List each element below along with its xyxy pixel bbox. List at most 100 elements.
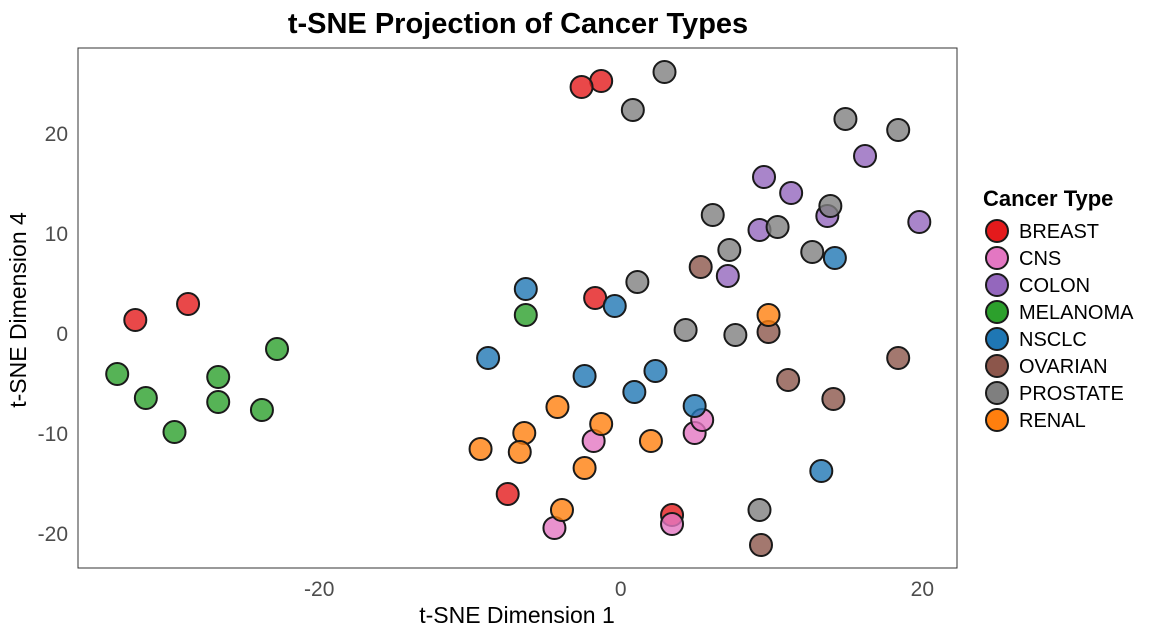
legend-key	[985, 381, 1009, 405]
data-point	[886, 118, 911, 142]
data-point	[572, 364, 597, 388]
y-tick-label: 10	[45, 223, 68, 246]
data-point	[622, 380, 647, 404]
data-point	[809, 459, 834, 483]
data-point	[162, 420, 187, 444]
legend-key	[985, 219, 1009, 243]
data-point	[652, 60, 677, 84]
legend-item-melanoma: MELANOMA	[985, 300, 1134, 324]
series-breast	[123, 69, 685, 527]
data-point	[643, 359, 668, 383]
data-point	[589, 412, 614, 436]
data-point	[589, 69, 614, 93]
data-point	[700, 203, 725, 227]
data-point	[495, 482, 520, 506]
data-point	[717, 238, 742, 262]
data-point	[747, 498, 772, 522]
series-melanoma	[105, 303, 538, 444]
x-axis-title: t-SNE Dimension 1	[419, 602, 615, 628]
legend-key	[985, 408, 1009, 432]
legend-item-renal: RENAL	[985, 408, 1086, 432]
data-point	[833, 107, 858, 131]
data-point	[752, 165, 777, 189]
y-axis-ticks: -20 -10 0 10 20	[38, 123, 68, 546]
legend-label: COLON	[1019, 275, 1090, 297]
data-point	[765, 215, 790, 239]
data-point	[748, 533, 773, 557]
legend-label: NSCLC	[1019, 329, 1087, 351]
series-renal	[468, 303, 781, 522]
legend-label: RENAL	[1019, 410, 1086, 432]
data-point	[123, 308, 148, 332]
legend-item-colon: COLON	[985, 273, 1090, 297]
data-point	[682, 394, 707, 418]
data-point	[105, 362, 130, 386]
legend-label: MELANOMA	[1019, 302, 1134, 324]
data-point	[513, 303, 538, 327]
data-point	[756, 303, 781, 327]
y-tick-label: -10	[38, 423, 68, 446]
y-tick-label: 20	[45, 123, 68, 146]
data-point	[723, 323, 748, 347]
data-point	[620, 98, 645, 122]
data-point	[779, 181, 804, 205]
data-point	[545, 395, 570, 419]
data-point	[133, 386, 158, 410]
legend-label: BREAST	[1019, 221, 1099, 243]
data-point	[549, 498, 574, 522]
data-point	[821, 387, 846, 411]
x-tick-label: 20	[911, 578, 934, 601]
data-point	[822, 246, 847, 270]
data-point	[572, 456, 597, 480]
y-tick-label: 0	[56, 323, 68, 346]
data-point	[625, 270, 650, 294]
x-tick-label: 0	[615, 578, 627, 601]
data-point	[176, 292, 201, 316]
data-point	[673, 318, 698, 342]
legend-key	[985, 327, 1009, 351]
data-point	[476, 346, 501, 370]
legend: Cancer Type BREAST CNS COLON MELANOMA NSCLC O…	[983, 186, 1134, 432]
data-point	[507, 440, 532, 464]
series-ovarian	[688, 255, 911, 557]
points-layer	[105, 60, 932, 557]
data-point	[602, 294, 627, 318]
data-point	[206, 390, 231, 414]
data-point	[206, 365, 231, 389]
data-point	[468, 437, 493, 461]
data-point	[776, 368, 801, 392]
chart-title: t-SNE Projection of Cancer Types	[288, 8, 748, 40]
data-point	[907, 210, 932, 234]
legend-key	[985, 300, 1009, 324]
data-point	[886, 346, 911, 370]
x-tick-label: -20	[304, 578, 334, 601]
data-point	[660, 512, 685, 536]
data-point	[800, 240, 825, 264]
legend-item-breast: BREAST	[985, 219, 1099, 243]
data-point	[265, 337, 290, 361]
data-point	[688, 255, 713, 279]
legend-title: Cancer Type	[983, 186, 1113, 211]
legend-label: OVARIAN	[1019, 356, 1108, 378]
legend-key	[985, 246, 1009, 270]
data-point	[818, 194, 843, 218]
legend-item-ovarian: OVARIAN	[985, 354, 1108, 378]
legend-key	[985, 354, 1009, 378]
y-tick-label: -20	[38, 523, 68, 546]
legend-item-cns: CNS	[985, 246, 1061, 270]
data-point	[715, 264, 740, 288]
legend-items: BREAST CNS COLON MELANOMA NSCLC OVARIAN PROSTA…	[985, 219, 1134, 432]
series-prostate	[620, 60, 911, 522]
legend-label: CNS	[1019, 248, 1061, 270]
y-axis-title: t-SNE Dimension 4	[5, 212, 31, 408]
data-point	[853, 144, 878, 168]
legend-label: PROSTATE	[1019, 383, 1124, 405]
x-axis-ticks: -20 0 20	[304, 578, 934, 601]
series-nsclc	[476, 246, 847, 483]
legend-key	[985, 273, 1009, 297]
data-point	[569, 75, 594, 99]
legend-item-prostate: PROSTATE	[985, 381, 1124, 405]
legend-item-nsclc: NSCLC	[985, 327, 1087, 351]
data-point	[638, 429, 663, 453]
